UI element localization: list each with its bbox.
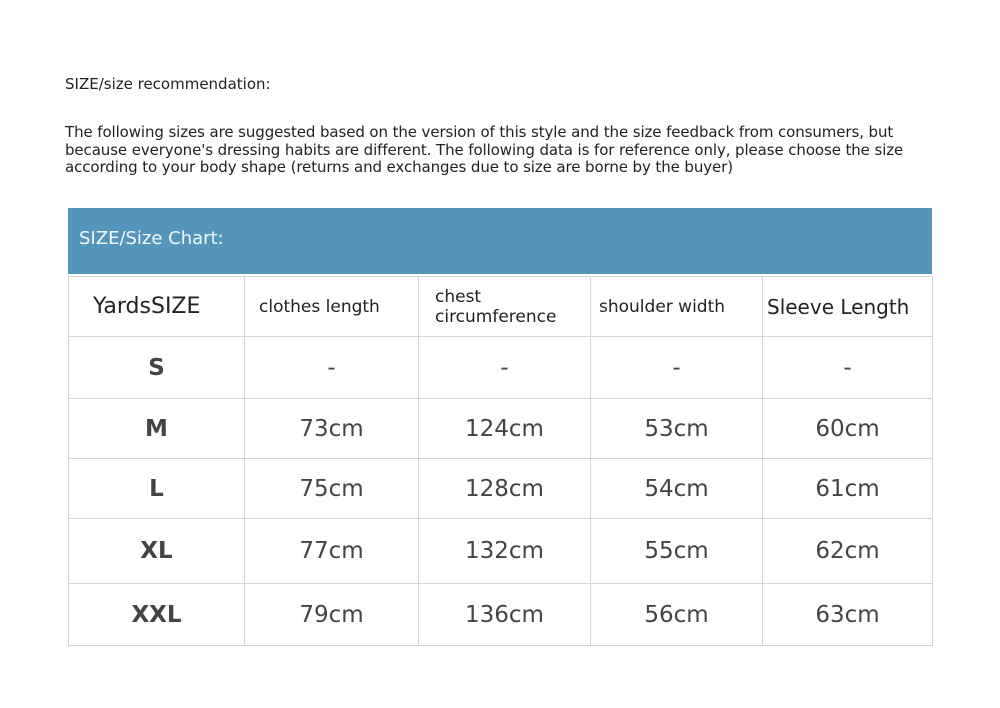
page-title: SIZE/size recommendation: <box>65 75 271 93</box>
cell: 60cm <box>762 398 933 459</box>
size-table: YardsSIZE clothes length chest circumfer… <box>68 276 933 646</box>
column-header-sleeve: Sleeve Length <box>762 276 933 337</box>
size-chart-heading: SIZE/Size Chart: <box>68 208 932 274</box>
cell: 55cm <box>590 518 763 584</box>
size-cell: XL <box>68 518 245 584</box>
table-row: L 75cm 128cm 54cm 61cm <box>68 458 933 519</box>
size-cell: L <box>68 458 245 519</box>
cell: - <box>590 336 763 399</box>
cell: 54cm <box>590 458 763 519</box>
cell: - <box>418 336 591 399</box>
cell: 124cm <box>418 398 591 459</box>
cell: 73cm <box>244 398 419 459</box>
cell: 79cm <box>244 583 419 646</box>
cell: - <box>762 336 933 399</box>
column-header-shoulder: shoulder width <box>590 276 763 337</box>
size-cell: S <box>68 336 245 399</box>
column-header-clothes-length: clothes length <box>244 276 419 337</box>
cell: 63cm <box>762 583 933 646</box>
size-cell: XXL <box>68 583 245 646</box>
size-cell: M <box>68 398 245 459</box>
cell: 62cm <box>762 518 933 584</box>
cell: 56cm <box>590 583 763 646</box>
cell: 132cm <box>418 518 591 584</box>
cell: 136cm <box>418 583 591 646</box>
cell: 128cm <box>418 458 591 519</box>
table-row: S - - - - <box>68 336 933 399</box>
cell: 75cm <box>244 458 419 519</box>
table-row: XXL 79cm 136cm 56cm 63cm <box>68 583 933 646</box>
column-header-size: YardsSIZE <box>68 276 245 337</box>
cell: - <box>244 336 419 399</box>
column-header-chest: chest circumference <box>418 276 591 337</box>
intro-text: The following sizes are suggested based … <box>65 123 904 176</box>
cell: 77cm <box>244 518 419 584</box>
table-row: XL 77cm 132cm 55cm 62cm <box>68 518 933 584</box>
cell: 61cm <box>762 458 933 519</box>
cell: 53cm <box>590 398 763 459</box>
table-row: M 73cm 124cm 53cm 60cm <box>68 398 933 459</box>
size-chart: SIZE/Size Chart: YardsSIZE clothes lengt… <box>68 208 933 646</box>
table-header-row: YardsSIZE clothes length chest circumfer… <box>68 276 933 337</box>
